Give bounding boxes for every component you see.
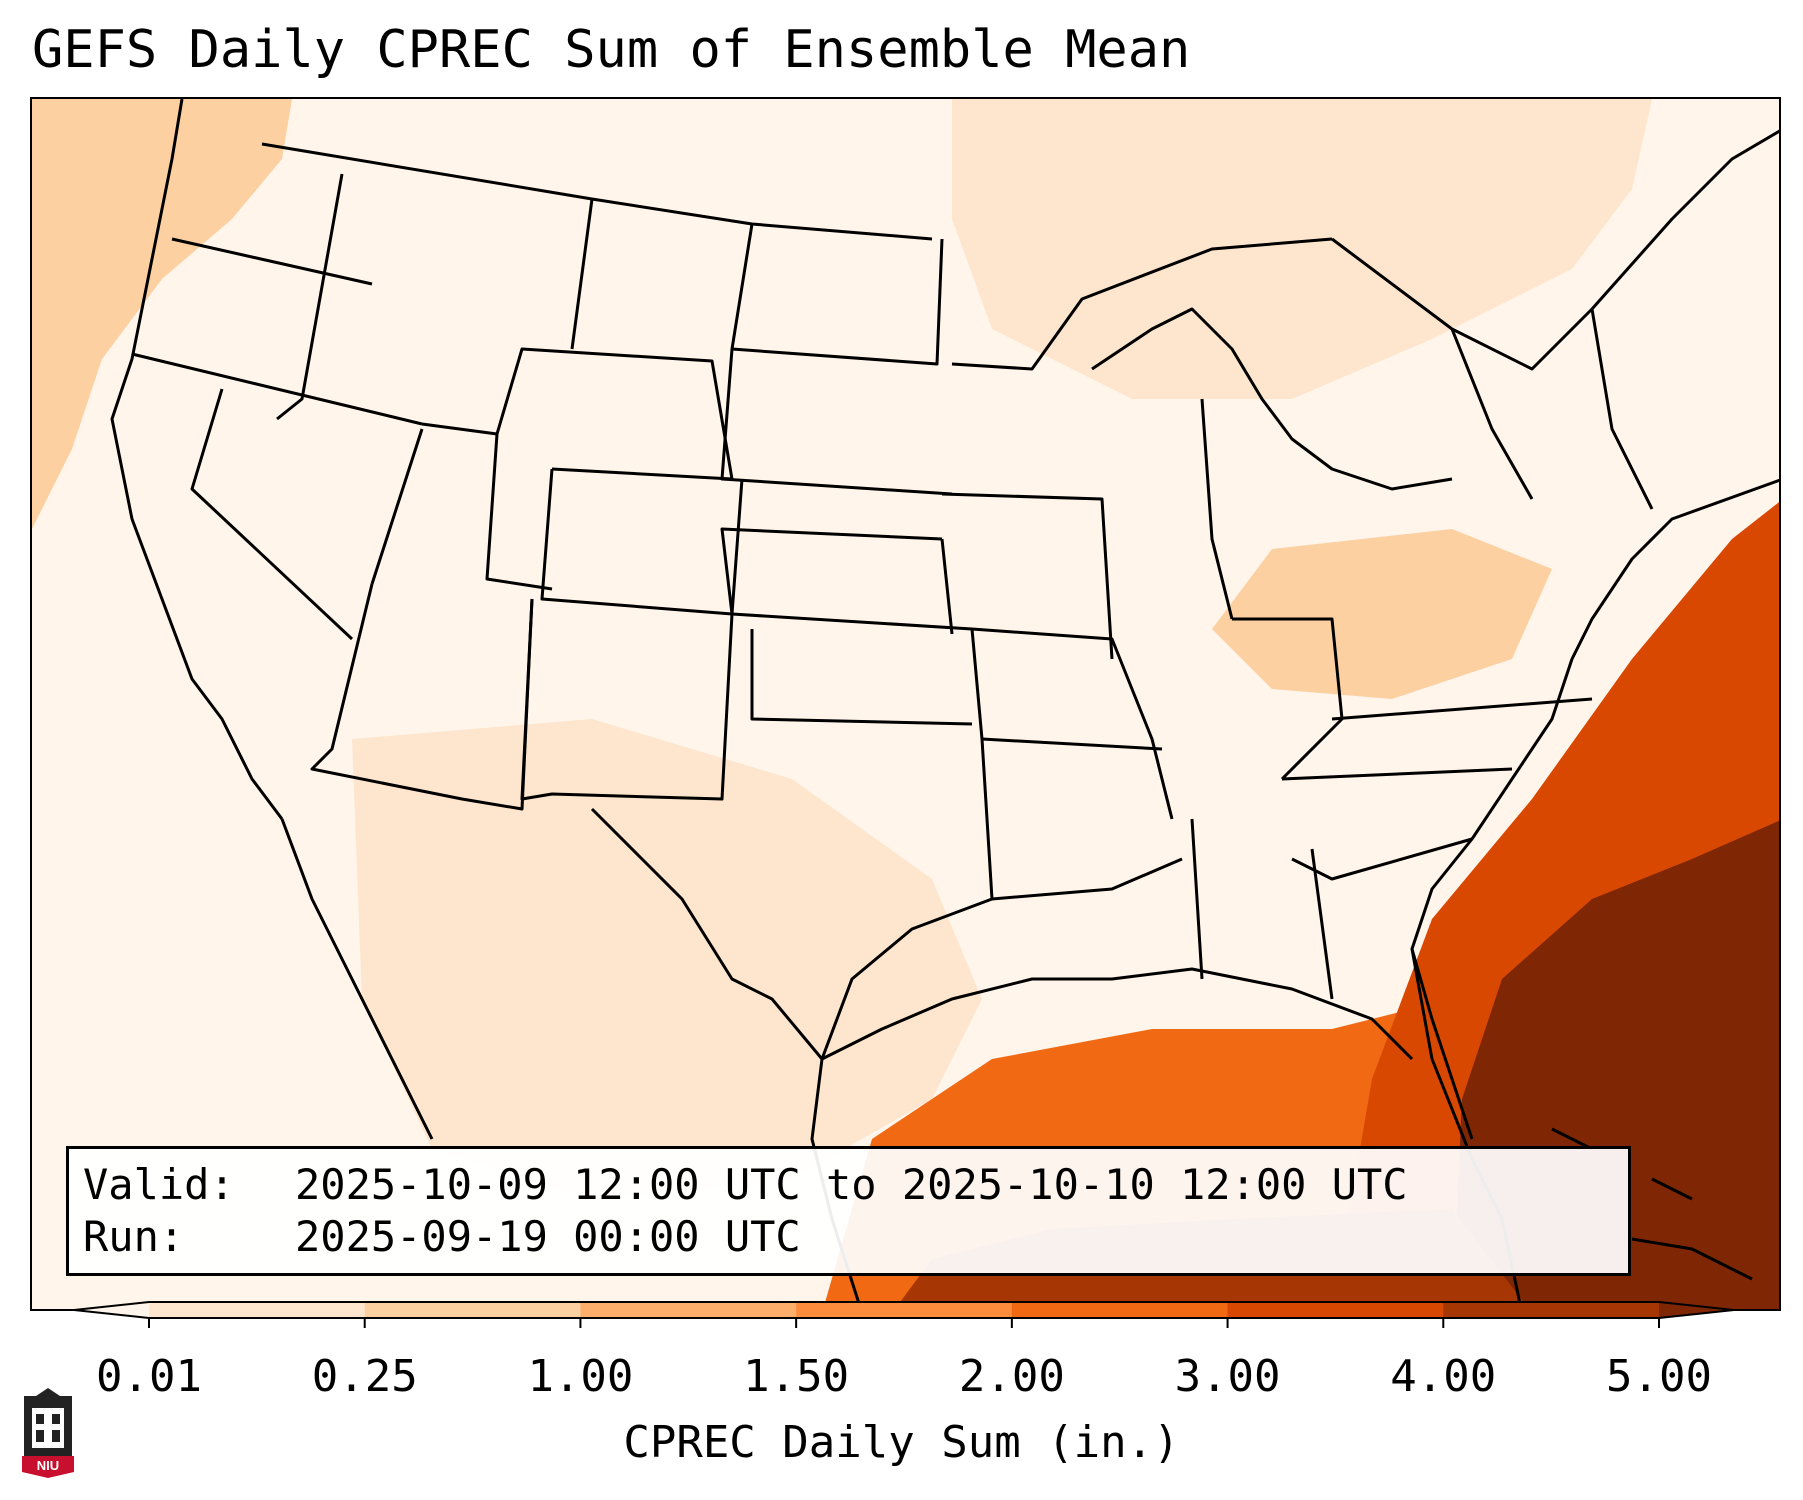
validity-info-box: Valid: 2025-10-09 12:00 UTC to 2025-10-10… [66,1146,1631,1276]
colorbar-tick-label: 5.00 [1606,1351,1712,1402]
colorbar-tick-label: 4.00 [1390,1351,1497,1402]
colorbar-tick-label: 0.01 [96,1351,202,1402]
map-title: GEFS Daily CPREC Sum of Ensemble Mean [32,20,1191,80]
colorbar-tick-label: 1.50 [743,1351,850,1402]
niu-logo: NIU [22,1388,74,1478]
colorbar-segment [364,1302,581,1318]
colorbar-tick-label: 3.00 [1174,1351,1281,1402]
colorbar-segment [796,1302,1013,1318]
colorbar-segments [74,1302,1734,1318]
logo-text: NIU [37,1458,59,1473]
run-line: Run: 2025-09-19 00:00 UTC [83,1211,1614,1263]
colorbar-segment [1443,1302,1660,1318]
field-canada-plains [952,99,1652,399]
precipitation-map [30,97,1781,1311]
run-value: 2025-09-19 00:00 UTC [295,1212,801,1261]
colorbar-extend-min [74,1302,149,1318]
valid-value: 2025-10-09 12:00 UTC to 2025-10-10 12:00… [295,1160,1408,1209]
colorbar-tick-label: 1.00 [527,1351,634,1402]
field-pacific-northwest-coast [32,99,292,529]
field-ohio-valley-appalachians [1212,529,1552,699]
valid-line: Valid: 2025-10-09 12:00 UTC to 2025-10-10… [83,1159,1614,1211]
logo-banner [22,1456,74,1478]
colorbar-segment [149,1302,366,1318]
colorbar-extend-max [1659,1302,1734,1318]
field-southwest-mexico [352,719,982,1199]
colorbar-segment [1227,1302,1444,1318]
valid-label: Valid: [83,1160,235,1209]
run-label: Run: [83,1212,185,1261]
colorbar-tick-label: 2.00 [958,1351,1065,1402]
colorbar [73,1301,1735,1328]
colorbar-segment [1011,1302,1229,1318]
colorbar-segment [580,1302,797,1318]
colorbar-ticks [148,1318,1660,1328]
map-canvas [32,99,1779,1309]
colorbar-label: CPREC Daily Sum (in.) [623,1417,1180,1468]
colorbar-tick-label: 0.25 [311,1351,418,1402]
